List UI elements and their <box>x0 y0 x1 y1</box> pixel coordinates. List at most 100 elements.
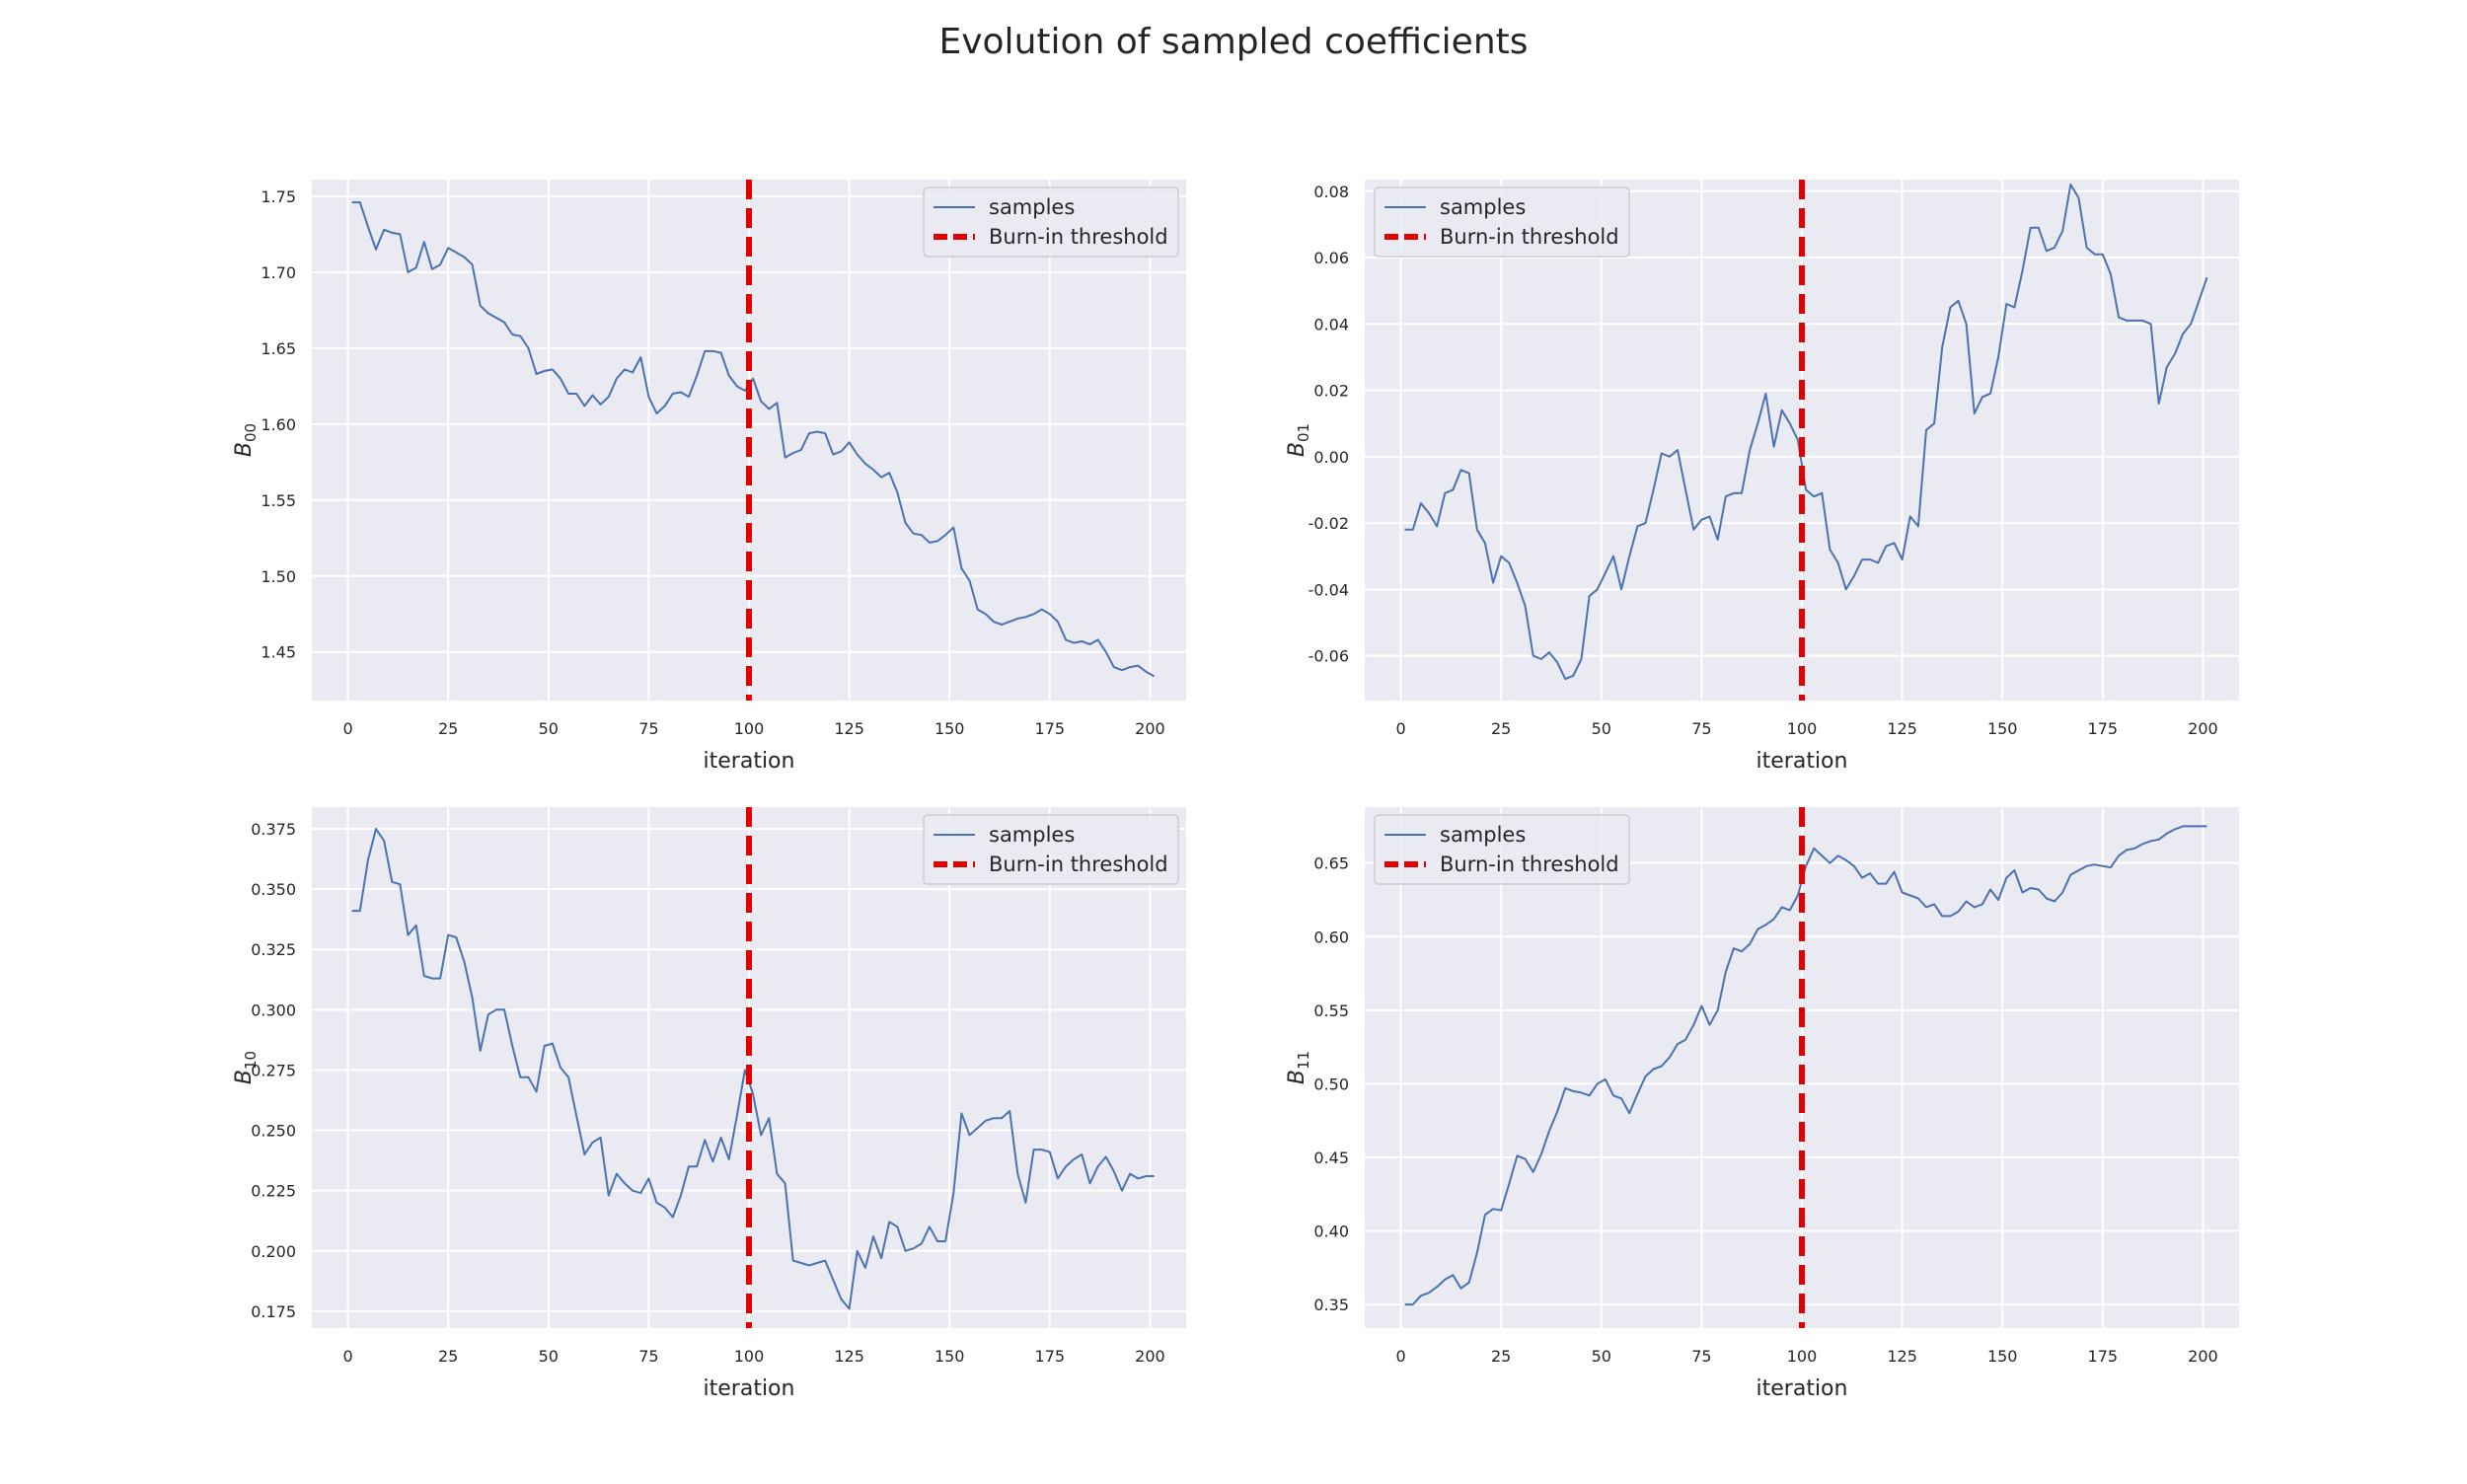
y-tick-label: 0.60 <box>1313 928 1349 946</box>
legend: samples Burn-in threshold <box>923 814 1179 885</box>
legend-label-samples: samples <box>1440 823 1526 847</box>
x-tick-label: 100 <box>734 1347 765 1366</box>
y-axis-label-base: B <box>1285 1070 1309 1084</box>
y-tick-label: 1.45 <box>261 643 296 662</box>
x-tick-label: 125 <box>1887 1347 1917 1366</box>
y-tick-label: -0.06 <box>1308 647 1349 666</box>
y-axis-label-subscript: 01 <box>1295 423 1312 442</box>
y-tick-label: -0.02 <box>1308 514 1349 533</box>
legend-label-samples: samples <box>1440 195 1526 219</box>
y-tick-label: 1.55 <box>261 491 296 510</box>
x-tick-label: 200 <box>1135 1347 1165 1366</box>
subplot-B10: 0 25 50 75 100 125 150 175 200 0.175 0.200 0.225 0.2… <box>232 807 1186 1401</box>
figure-title: Evolution of sampled coefficients <box>938 22 1529 62</box>
y-axis-label-subscript: 00 <box>242 423 260 442</box>
legend-box <box>923 186 1179 258</box>
y-tick-label: 0.00 <box>1313 448 1349 467</box>
y-axis-label: B10 <box>232 1051 260 1084</box>
x-tick-label: 150 <box>934 1347 965 1366</box>
legend: samples Burn-in threshold <box>923 186 1179 258</box>
y-tick-label: 1.75 <box>261 187 296 206</box>
y-tick-label: 0.02 <box>1313 382 1349 401</box>
x-axis-label: iteration <box>704 749 795 774</box>
y-axis-label-subscript: 11 <box>1295 1051 1312 1070</box>
legend: samples Burn-in threshold <box>1374 814 1630 885</box>
y-tick-label: 0.275 <box>251 1061 296 1079</box>
x-axis-label: iteration <box>1757 749 1848 774</box>
y-tick-label: 1.65 <box>261 339 296 358</box>
y-tick-label: 0.06 <box>1313 249 1349 267</box>
y-tick-label: 0.250 <box>251 1122 296 1141</box>
subplot-B11: 0 25 50 75 100 125 150 175 200 0.35 0.40 0.45 0.50 0.… <box>1285 807 2239 1401</box>
x-tick-label: 125 <box>1887 719 1917 738</box>
legend: samples Burn-in threshold <box>1374 186 1630 258</box>
legend-box <box>923 814 1179 885</box>
x-tick-label: 150 <box>1987 1347 2018 1366</box>
x-tick-label: 75 <box>1691 719 1711 738</box>
y-tick-label: 0.45 <box>1313 1149 1349 1167</box>
x-tick-label: 75 <box>1691 1347 1711 1366</box>
x-tick-label: 25 <box>1491 1347 1511 1366</box>
series-line-samples <box>1404 184 2208 681</box>
x-tick-label: 175 <box>1035 1347 1066 1366</box>
y-tick-label: 1.70 <box>261 263 296 282</box>
y-axis-label: B00 <box>232 423 260 457</box>
subplot-B01: 0 25 50 75 100 125 150 175 200 -0.06 -0.04 -0.02 0.0… <box>1285 180 2239 774</box>
y-tick-label: 0.50 <box>1313 1075 1349 1093</box>
x-tick-label: 200 <box>1135 719 1165 738</box>
x-tick-label: 0 <box>342 719 352 738</box>
x-tick-label: 100 <box>1787 1347 1818 1366</box>
y-axis-label: B11 <box>1285 1051 1312 1084</box>
legend-box <box>1374 814 1630 885</box>
x-tick-label: 175 <box>1035 719 1066 738</box>
x-tick-label: 50 <box>1592 1347 1611 1366</box>
series-line-samples <box>1404 825 2207 1306</box>
legend-box <box>1374 186 1630 258</box>
x-tick-label: 0 <box>1395 1347 1405 1366</box>
x-axis-label: iteration <box>704 1376 795 1401</box>
legend-label-threshold: Burn-in threshold <box>1440 853 1619 876</box>
series-line-samples <box>351 201 1155 678</box>
y-tick-label: -0.04 <box>1308 580 1349 599</box>
x-tick-label: 175 <box>2088 719 2119 738</box>
x-tick-label: 0 <box>342 1347 352 1366</box>
x-tick-label: 175 <box>2088 1347 2119 1366</box>
legend-label-samples: samples <box>989 195 1075 219</box>
y-axis-label-base: B <box>1285 442 1309 457</box>
x-tick-label: 100 <box>734 719 765 738</box>
y-axis-label-subscript: 10 <box>242 1051 260 1070</box>
x-tick-label: 150 <box>1987 719 2018 738</box>
y-tick-label: 0.04 <box>1313 315 1349 334</box>
y-tick-label: 0.08 <box>1313 183 1349 201</box>
y-tick-label: 0.55 <box>1313 1002 1349 1020</box>
y-axis-label: B01 <box>1285 423 1312 457</box>
x-tick-label: 25 <box>438 1347 458 1366</box>
y-tick-label: 0.65 <box>1313 854 1349 873</box>
x-tick-label: 100 <box>1787 719 1818 738</box>
x-axis-label: iteration <box>1757 1376 1848 1401</box>
y-tick-label: 0.375 <box>251 820 296 839</box>
legend-label-threshold: Burn-in threshold <box>1440 225 1619 249</box>
x-tick-label: 125 <box>834 719 864 738</box>
x-tick-label: 50 <box>539 719 559 738</box>
y-tick-label: 0.325 <box>251 940 296 959</box>
y-tick-label: 0.35 <box>1313 1296 1349 1314</box>
x-tick-label: 200 <box>2188 719 2218 738</box>
legend-label-samples: samples <box>989 823 1075 847</box>
x-tick-label: 75 <box>638 719 658 738</box>
x-tick-label: 50 <box>539 1347 559 1366</box>
legend-label-threshold: Burn-in threshold <box>989 225 1168 249</box>
y-tick-label: 0.200 <box>251 1242 296 1261</box>
x-tick-label: 75 <box>638 1347 658 1366</box>
y-tick-label: 0.300 <box>251 1001 296 1019</box>
x-tick-label: 200 <box>2188 1347 2218 1366</box>
y-tick-label: 0.350 <box>251 880 296 899</box>
y-tick-label: 0.175 <box>251 1302 296 1321</box>
subplot-B00: 0 25 50 75 100 125 150 175 200 1.45 1.50 1.55 1.60 1.… <box>232 180 1186 774</box>
y-tick-label: 0.225 <box>251 1182 296 1201</box>
x-tick-label: 0 <box>1395 719 1405 738</box>
x-tick-label: 50 <box>1592 719 1611 738</box>
x-tick-label: 25 <box>1491 719 1511 738</box>
